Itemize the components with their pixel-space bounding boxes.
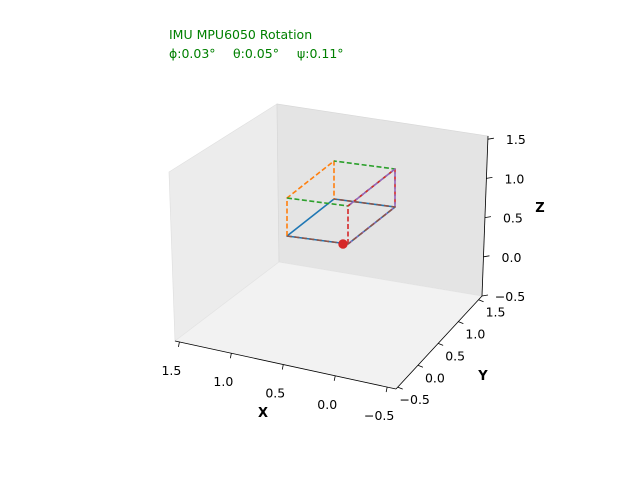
- series-line-5: [347, 168, 396, 245]
- y-tick-label: 1.5: [486, 305, 506, 320]
- y-tick-mark: [478, 299, 484, 303]
- z-tick-mark: [487, 137, 494, 140]
- z-tick-mark: [484, 216, 492, 218]
- z-axis: −0.5 0.0 0.5 1.0 1.5 Z: [481, 132, 545, 304]
- z-tick-label: 0.5: [503, 211, 523, 226]
- z-tick-mark: [483, 255, 490, 258]
- x-axis: 1.5 1.0 0.5 0.0 −0.5 X: [161, 340, 397, 423]
- title-theta: θ:0.05°: [233, 46, 279, 61]
- x-tick-label: 0.5: [265, 386, 285, 401]
- series-line-6: [286, 198, 396, 245]
- z-tick-label: 1.0: [504, 171, 524, 186]
- plot-points: [338, 239, 348, 249]
- z-tick-label: 0.0: [502, 250, 522, 265]
- y-tick-mark: [437, 343, 444, 346]
- x-axis-label: X: [258, 406, 268, 421]
- axes-panes: [168, 103, 489, 390]
- x-tick-mark: [229, 353, 232, 359]
- y-tick-label: −0.5: [400, 392, 430, 407]
- y-tick-label: 1.0: [465, 327, 485, 342]
- y-tick-mark: [417, 364, 424, 368]
- y-tick-mark: [458, 321, 464, 324]
- origin-point: [338, 239, 348, 249]
- series-line-2: [286, 160, 335, 236]
- y-axis: −0.5 0.00.51.01.5 Y: [395, 295, 506, 407]
- z-tick-mark: [486, 177, 493, 179]
- x-tick-label: 1.0: [213, 374, 233, 389]
- title-line1: IMU MPU6050 Rotation: [169, 27, 312, 42]
- z-tick-label: −0.5: [495, 289, 525, 304]
- plot-series: [286, 160, 396, 245]
- x-tick-label: 1.5: [161, 363, 181, 378]
- x-tick-mark: [178, 341, 180, 348]
- y-tick-mark: [397, 386, 403, 390]
- z-tick-mark: [481, 294, 489, 297]
- y-tick-label: 0.5: [445, 348, 465, 363]
- title-psi: ψ:0.11°: [297, 46, 344, 61]
- y-axis-line: [395, 295, 483, 390]
- x-tick-mark: [281, 364, 284, 370]
- title-phi: ϕ:0.03°: [169, 46, 216, 61]
- z-tick-label: 1.5: [506, 132, 526, 147]
- y-tick-label: 0.0: [425, 370, 445, 385]
- x-tick-label: 0.0: [317, 397, 337, 412]
- x-tick-label: −0.5: [364, 408, 394, 423]
- x-axis-line: [174, 340, 397, 390]
- z-axis-label: Z: [535, 201, 544, 216]
- z-axis-line: [481, 135, 489, 297]
- chart-title: IMU MPU6050 Rotation ϕ:0.03° θ:0.05° ψ:0…: [169, 27, 344, 61]
- x-tick-mark: [385, 387, 388, 393]
- x-tick-mark: [333, 375, 336, 381]
- y-axis-label: Y: [477, 369, 488, 384]
